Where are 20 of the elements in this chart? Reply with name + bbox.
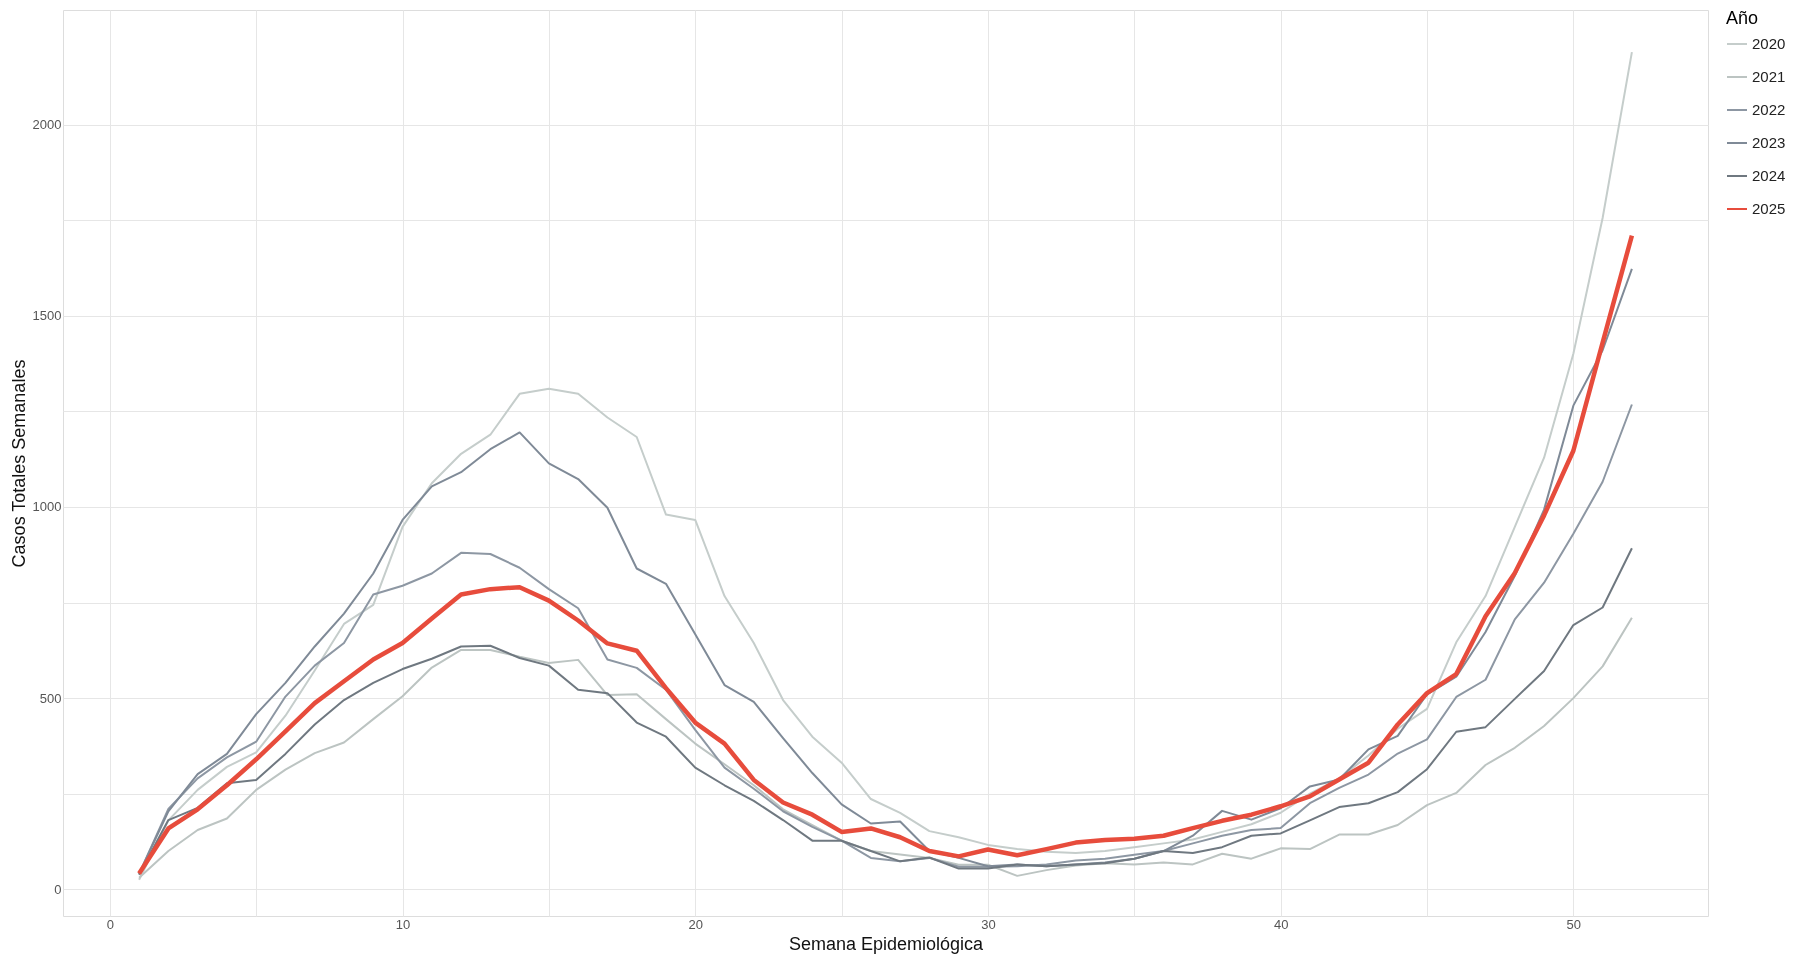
- y-tick-label: 500: [39, 690, 62, 706]
- y-tick-label: 1000: [32, 499, 62, 515]
- x-tick-label: 10: [395, 916, 411, 932]
- legend-label: 2022: [1752, 101, 1786, 118]
- legend-label: 2024: [1752, 167, 1786, 184]
- x-tick-label: 30: [981, 916, 996, 932]
- legend-label: 2025: [1752, 200, 1786, 217]
- x-tick-label: 40: [1273, 916, 1289, 932]
- legend-label: 2020: [1752, 35, 1786, 52]
- legend-title: Año: [1726, 8, 1759, 28]
- x-tick-label: 50: [1566, 916, 1582, 932]
- y-axis-title: Casos Totales Semanales: [8, 359, 29, 568]
- legend-label: 2021: [1752, 68, 1786, 85]
- y-tick-label: 1500: [32, 308, 62, 324]
- x-tick-label: 20: [688, 916, 703, 932]
- legend-label: 2023: [1752, 134, 1786, 151]
- y-tick-label: 2000: [32, 117, 62, 133]
- x-axis-title: Semana Epidemiológica: [788, 933, 985, 954]
- x-tick-label: 0: [106, 916, 114, 932]
- y-tick-label: 0: [54, 881, 62, 897]
